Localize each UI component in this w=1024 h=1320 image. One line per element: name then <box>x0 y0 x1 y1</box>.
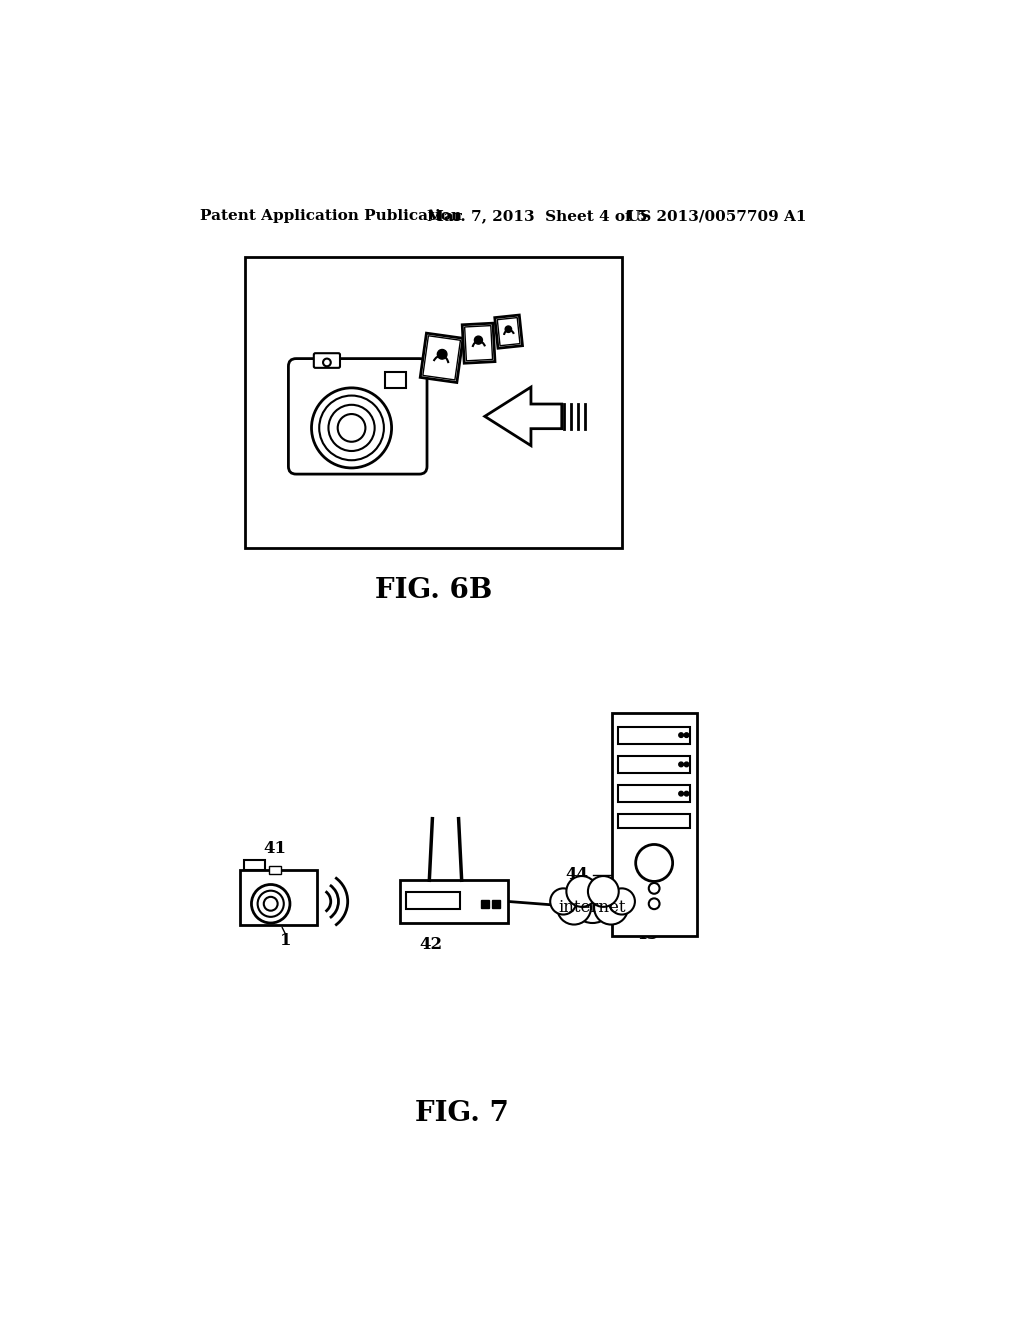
Circle shape <box>550 888 577 915</box>
Text: 43: 43 <box>635 927 658 942</box>
Polygon shape <box>484 387 562 446</box>
Bar <box>407 892 460 909</box>
Circle shape <box>679 792 683 796</box>
Bar <box>400 880 508 923</box>
Text: US 2013/0057709 A1: US 2013/0057709 A1 <box>628 209 807 223</box>
Circle shape <box>557 891 591 924</box>
Circle shape <box>323 359 331 367</box>
Circle shape <box>311 388 391 469</box>
Bar <box>240 870 316 925</box>
Circle shape <box>474 337 482 345</box>
Circle shape <box>437 350 446 359</box>
Bar <box>498 318 520 346</box>
Bar <box>423 335 461 380</box>
Text: FIG. 6B: FIG. 6B <box>375 577 492 603</box>
Bar <box>245 257 622 548</box>
Circle shape <box>684 762 689 767</box>
Bar <box>617 726 690 743</box>
Circle shape <box>649 899 659 909</box>
Circle shape <box>649 883 659 894</box>
Text: FIG. 7: FIG. 7 <box>415 1100 509 1127</box>
Bar <box>481 900 488 908</box>
Circle shape <box>252 884 290 923</box>
Bar <box>493 900 500 908</box>
Bar <box>244 859 265 870</box>
Text: 44: 44 <box>565 866 589 883</box>
FancyBboxPatch shape <box>313 354 340 368</box>
Circle shape <box>684 733 689 738</box>
Text: Patent Application Publication: Patent Application Publication <box>200 209 462 223</box>
Circle shape <box>264 896 278 911</box>
Circle shape <box>566 876 597 907</box>
Circle shape <box>679 733 683 738</box>
Circle shape <box>594 891 628 924</box>
FancyBboxPatch shape <box>289 359 427 474</box>
Bar <box>611 713 696 936</box>
Circle shape <box>505 326 512 333</box>
Circle shape <box>636 845 673 882</box>
Text: 42: 42 <box>419 936 442 953</box>
Bar <box>269 866 282 874</box>
Bar <box>617 785 690 803</box>
Text: internet: internet <box>559 899 627 916</box>
Circle shape <box>338 414 366 442</box>
Text: 1: 1 <box>281 932 292 949</box>
Circle shape <box>329 405 375 451</box>
Bar <box>495 315 522 348</box>
Bar <box>420 333 463 383</box>
Circle shape <box>571 880 614 923</box>
Bar <box>617 756 690 774</box>
Bar <box>462 323 495 363</box>
Circle shape <box>319 396 384 461</box>
Circle shape <box>679 762 683 767</box>
Circle shape <box>608 888 635 915</box>
Text: 41: 41 <box>263 840 286 857</box>
Bar <box>617 814 690 829</box>
Bar <box>465 326 493 360</box>
Circle shape <box>684 792 689 796</box>
Circle shape <box>588 876 618 907</box>
Text: Mar. 7, 2013  Sheet 4 of 5: Mar. 7, 2013 Sheet 4 of 5 <box>427 209 647 223</box>
Bar <box>385 372 407 388</box>
Circle shape <box>258 891 284 917</box>
